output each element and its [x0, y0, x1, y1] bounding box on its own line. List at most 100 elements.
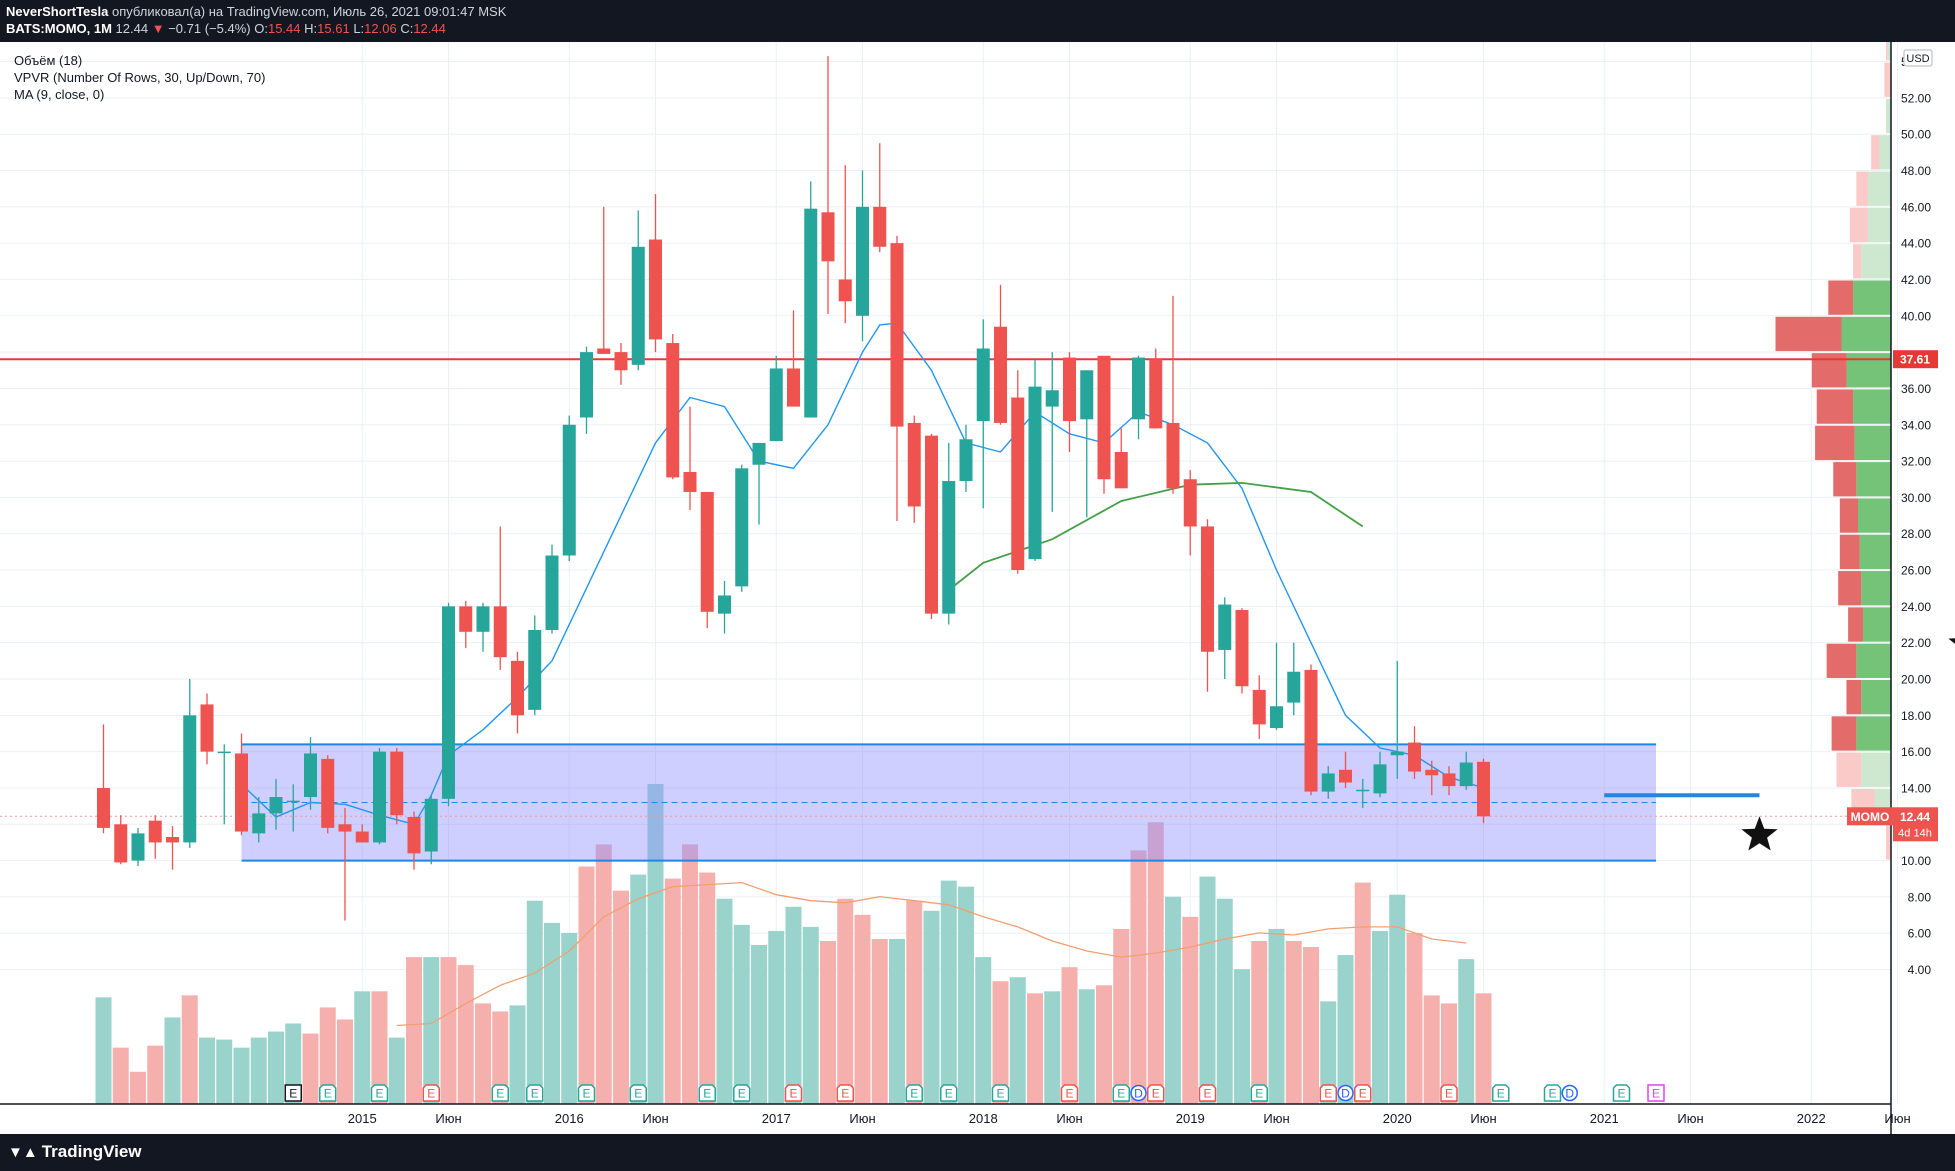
earnings-marker: E [784, 1084, 803, 1102]
x-tick-label: 2017 [762, 1111, 791, 1126]
vpvr-up-bar [1886, 98, 1891, 134]
candle [355, 824, 369, 843]
candle-body [200, 704, 214, 752]
marker-shape [1147, 1084, 1165, 1102]
candle-body [683, 471, 697, 492]
candle [97, 724, 110, 834]
y-tick-label: 52.00 [1901, 91, 1931, 105]
volume-bar [1096, 985, 1112, 1104]
legend-ma[interactable]: MA (9, close, 0) [14, 87, 105, 102]
candle [148, 815, 162, 859]
symbol-label[interactable]: BATS:MOMO, 1M [6, 21, 112, 36]
candle-body [304, 753, 317, 798]
volume-bar [820, 940, 836, 1104]
volume-bar [1216, 898, 1233, 1104]
volume-bar [285, 1023, 302, 1104]
price-chart[interactable]: E E E E E E E E E E E E E E E E E D E E E E D E E E E D E E4.006.008.… [0, 42, 1955, 1134]
candle-body [1459, 762, 1473, 787]
candle-body [890, 243, 904, 427]
marker-shape [629, 1084, 647, 1102]
close-value: 12.44 [413, 21, 446, 36]
candle [286, 784, 300, 832]
vpvr-up-bar [1856, 643, 1891, 678]
earnings-marker: E [733, 1084, 751, 1102]
volume-bar [1078, 989, 1095, 1104]
volume-bar [181, 995, 198, 1104]
vpvr-up-bar [1858, 498, 1891, 533]
marker-shape [698, 1084, 716, 1102]
candle [700, 491, 714, 629]
volume-bar [95, 997, 112, 1104]
earnings-marker: E [1198, 1084, 1217, 1102]
candle [1166, 295, 1180, 494]
legend-volume[interactable]: Объём (18) [14, 53, 83, 68]
candle [649, 194, 662, 353]
candle-body [994, 326, 1007, 423]
marker-label: E [1548, 1087, 1556, 1101]
candle-body [614, 352, 628, 371]
candle-body [856, 206, 869, 316]
volume-bar [475, 1003, 491, 1104]
legend-vpvr[interactable]: VPVR (Number Of Rows, 30, Up/Down, 70) [14, 70, 266, 85]
candle [838, 165, 852, 324]
candle-body [459, 606, 473, 632]
marker-shape [577, 1084, 596, 1102]
chart-area[interactable]: E E E E E E E E E E E E E E E E E D E E E E D E E E E D E E 4.00 6.00 8.… [0, 42, 1955, 1134]
marker-shape [1060, 1084, 1079, 1102]
volume-bar [233, 1047, 250, 1104]
candle-body [355, 831, 369, 843]
candle [545, 544, 559, 634]
y-tick-label: 4.00 [1908, 963, 1932, 977]
candle [1425, 760, 1439, 796]
candle-body [1321, 773, 1335, 792]
current-price-tag: MOMO 12.44 4d 14h [1847, 807, 1938, 842]
candle [1132, 355, 1145, 440]
volume-bar [1165, 896, 1181, 1104]
marker-label: E [703, 1087, 711, 1101]
candle-body [631, 246, 645, 365]
vpvr-down-bar [1886, 825, 1891, 860]
dividend-marker: D [1337, 1084, 1354, 1102]
candle [476, 602, 490, 652]
volume-bar [1337, 955, 1354, 1104]
chart-background [0, 42, 1955, 1134]
candle-body [1132, 357, 1145, 420]
dividend-marker: D [1130, 1084, 1147, 1102]
volume-bar [302, 1033, 319, 1104]
volume-bar [1199, 876, 1216, 1104]
volume-bar [975, 957, 992, 1104]
author-name[interactable]: NeverShortTesla [6, 4, 109, 19]
vpvr-down-bar [1884, 62, 1891, 97]
volume-bar [578, 866, 595, 1104]
earnings-marker: E [1647, 1084, 1665, 1102]
marker-label: E [1497, 1087, 1505, 1101]
x-tick-label: Июн [1470, 1111, 1496, 1126]
y-tick-label: 8.00 [1908, 890, 1932, 904]
brand-name: TradingView [41, 1142, 142, 1161]
marker-label: E [427, 1087, 435, 1101]
candle-body [424, 798, 438, 852]
y-tick-label: 24.00 [1901, 600, 1931, 614]
candle [907, 415, 921, 523]
earnings-marker: E [319, 1084, 337, 1102]
volume-bar [1009, 977, 1026, 1104]
volume-bar [526, 900, 543, 1104]
volume-bar [664, 878, 681, 1104]
currency-badge: USD [1903, 49, 1933, 67]
candle [269, 778, 283, 830]
volume-bar [112, 1047, 129, 1104]
candle [735, 464, 749, 592]
candle [1080, 370, 1094, 518]
candle-body [1218, 604, 1232, 650]
vpvr-down-bar [1871, 135, 1880, 170]
vpvr-up-bar [1841, 316, 1891, 352]
volume-bar [1389, 894, 1406, 1104]
vpvr-up-bar [1867, 207, 1891, 243]
candle [580, 346, 593, 434]
ma9-line [241, 322, 1484, 826]
vpvr-down-bar [1839, 534, 1860, 570]
volume-bar [164, 1017, 181, 1104]
tradingview-logo[interactable]: ▼▲ TradingView [8, 1142, 142, 1162]
candle [166, 826, 179, 870]
